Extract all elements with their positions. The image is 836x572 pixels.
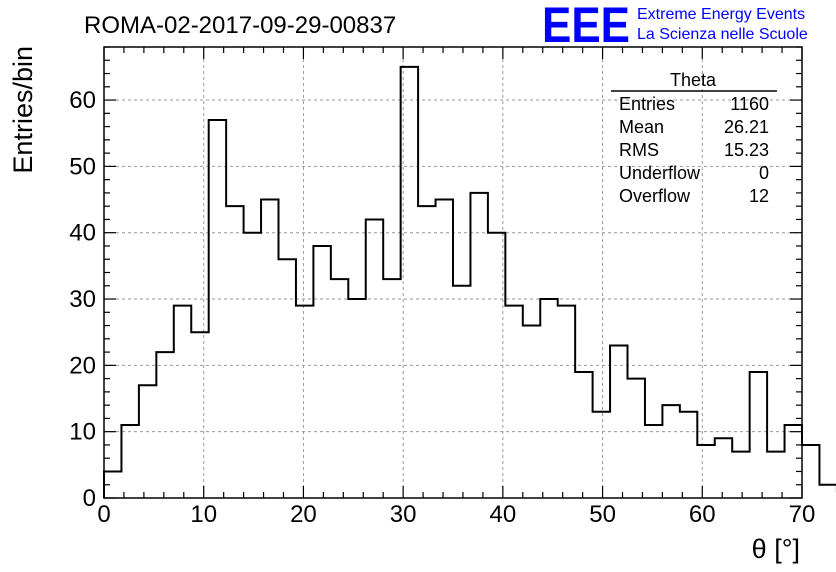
histogram-bin [156, 352, 173, 498]
histogram-bin [505, 306, 522, 498]
x-tick-label: 10 [190, 501, 217, 528]
histogram-bin [383, 279, 400, 498]
y-tick-label: 50 [69, 153, 96, 180]
y-tick-label: 0 [83, 485, 96, 512]
histogram-bin [610, 345, 627, 498]
x-tick-label: 40 [490, 501, 517, 528]
histogram-bin [540, 299, 557, 498]
stats-row-value: 12 [749, 186, 769, 206]
stats-row-value: 15.23 [724, 140, 769, 160]
x-tick-label: 70 [789, 501, 816, 528]
histogram-bin [732, 452, 749, 498]
histogram-bin [261, 200, 278, 498]
histogram-bin [593, 412, 610, 498]
stats-row-value: 1160 [730, 94, 769, 114]
stats-row-label: Underflow [619, 163, 701, 183]
histogram-bin [628, 379, 645, 498]
histogram-bin [697, 445, 714, 498]
histogram-bin [366, 219, 383, 498]
histogram-bin [785, 425, 802, 498]
stats-box: Theta Entries 1160 Mean 26.21 RMS 15.23 Underf… [611, 70, 777, 206]
histogram-bin [558, 306, 575, 498]
histogram-outline [103, 65, 836, 498]
histogram-bin [819, 485, 836, 498]
x-axis-label: θ [°] [752, 534, 800, 564]
x-tick-label: 20 [290, 501, 317, 528]
y-tick-label: 10 [69, 419, 96, 446]
histogram-bin [453, 286, 470, 498]
histogram-bin [296, 306, 313, 498]
tick-label-layer: 0 10 20 30 40 50 60 70 0 10 20 30 40 50 60 [69, 87, 815, 528]
histogram-bin [313, 246, 330, 498]
histogram-bin [436, 200, 453, 498]
x-tick-label: 60 [689, 501, 716, 528]
histogram-bin [279, 259, 296, 498]
histogram-bin [575, 372, 592, 498]
histogram-bin [750, 372, 767, 498]
x-tick-label: 30 [390, 501, 417, 528]
histogram-bin [715, 438, 732, 498]
stats-row-label: RMS [619, 140, 659, 160]
histogram-layer [103, 65, 836, 498]
stats-row-label: Overflow [619, 186, 691, 206]
histogram-bin [348, 299, 365, 498]
stats-row-value: 0 [759, 163, 769, 183]
histogram-bin [662, 405, 679, 498]
y-axis-label: Entries/bin [8, 46, 38, 174]
histogram-bin [244, 233, 261, 498]
y-tick-label: 20 [69, 352, 96, 379]
eee-logo-mark: EEE [542, 0, 630, 53]
histogram-bin [139, 385, 156, 498]
histogram-bin [680, 412, 697, 498]
stats-row-value: 26.21 [724, 117, 769, 137]
histogram-bin [802, 445, 819, 498]
stats-box-title: Theta [670, 70, 717, 90]
histogram-bin [645, 425, 662, 498]
histogram-bin [226, 206, 243, 498]
histogram-bin [331, 279, 348, 498]
histogram-bin [767, 452, 784, 498]
chart-title: ROMA-02-2017-09-29-00837 [84, 12, 396, 39]
eee-logo-line2: La Scienza nelle Scuole [637, 26, 808, 43]
histogram-bin [470, 193, 487, 498]
eee-logo: EEE Extreme Energy Events La Scienza nel… [542, 0, 808, 53]
histogram-bin [523, 326, 540, 498]
y-tick-label: 40 [69, 220, 96, 247]
eee-logo-line1: Extreme Energy Events [637, 6, 805, 23]
y-tick-label: 30 [69, 286, 96, 313]
x-tick-label: 50 [589, 501, 616, 528]
stats-row-label: Mean [619, 117, 664, 137]
histogram-bin [191, 332, 208, 498]
histogram-bin [121, 425, 138, 498]
histogram-bin [209, 120, 226, 498]
histogram-bin [418, 206, 435, 498]
tick-layer [103, 46, 803, 499]
histogram-bin [174, 306, 191, 498]
stats-row-label: Entries [619, 94, 675, 114]
y-tick-label: 60 [69, 87, 96, 114]
x-tick-label: 0 [97, 501, 110, 528]
stats-box-rows: Entries 1160 Mean 26.21 RMS 15.23 Underflow 0 Ov… [619, 94, 769, 206]
